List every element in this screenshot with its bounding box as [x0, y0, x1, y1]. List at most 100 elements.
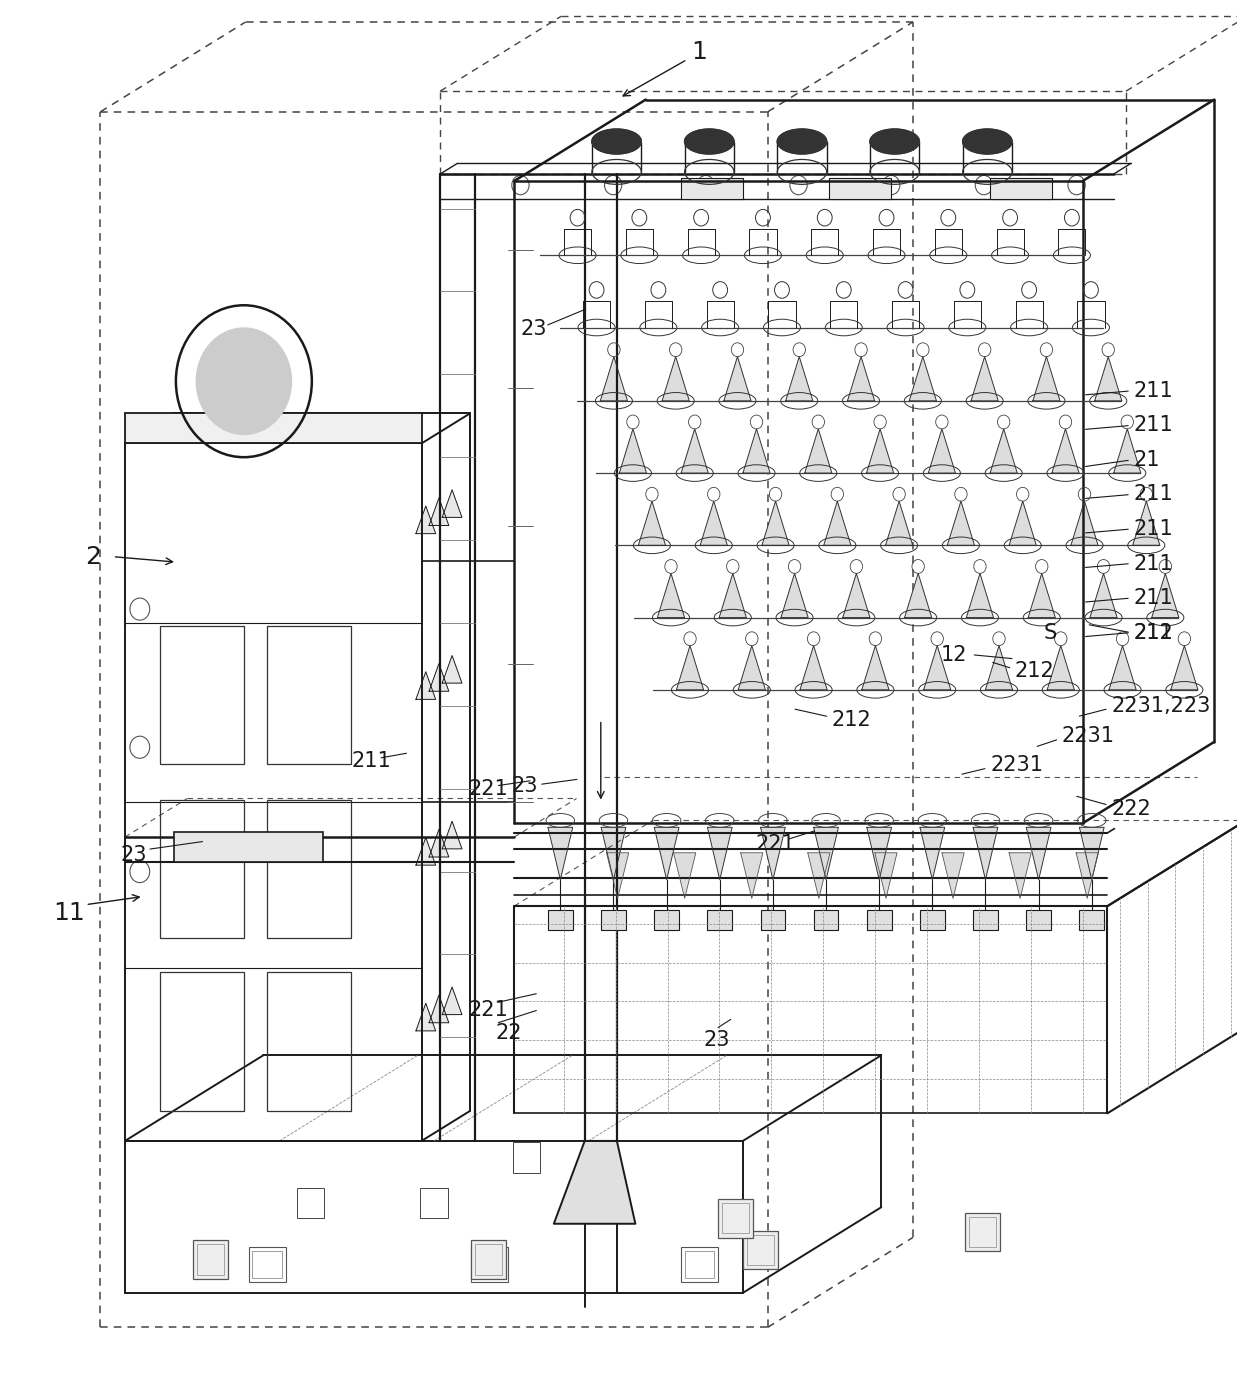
- Polygon shape: [601, 828, 626, 880]
- Text: 221: 221: [469, 999, 508, 1020]
- Text: 211: 211: [1133, 588, 1173, 608]
- Text: 212: 212: [832, 710, 872, 729]
- Polygon shape: [429, 664, 449, 691]
- Bar: [1027, 911, 1052, 930]
- Bar: [197, 1244, 224, 1275]
- Polygon shape: [800, 645, 827, 689]
- Bar: [970, 1217, 996, 1247]
- Polygon shape: [847, 357, 874, 401]
- Polygon shape: [443, 656, 463, 684]
- Polygon shape: [681, 429, 708, 473]
- Polygon shape: [807, 853, 830, 898]
- Bar: [267, 973, 351, 1110]
- Bar: [601, 911, 626, 930]
- Circle shape: [196, 328, 291, 435]
- Bar: [813, 911, 838, 930]
- Polygon shape: [743, 429, 770, 473]
- Polygon shape: [740, 853, 763, 898]
- Polygon shape: [657, 573, 684, 617]
- Bar: [252, 1251, 281, 1277]
- Text: 23: 23: [120, 846, 146, 865]
- Ellipse shape: [591, 129, 641, 154]
- Bar: [718, 1199, 753, 1237]
- Polygon shape: [429, 829, 449, 857]
- Bar: [160, 973, 243, 1110]
- Text: 11: 11: [53, 901, 86, 925]
- Polygon shape: [947, 501, 975, 545]
- Polygon shape: [655, 828, 680, 880]
- Polygon shape: [924, 645, 951, 689]
- Text: 23: 23: [521, 318, 547, 339]
- Bar: [743, 1230, 777, 1269]
- Polygon shape: [415, 837, 435, 865]
- Polygon shape: [862, 645, 889, 689]
- Bar: [966, 1212, 999, 1251]
- Polygon shape: [760, 828, 785, 880]
- Polygon shape: [639, 501, 666, 545]
- Polygon shape: [885, 501, 913, 545]
- Polygon shape: [1114, 429, 1141, 473]
- Polygon shape: [786, 357, 813, 401]
- Text: 21: 21: [1133, 450, 1159, 471]
- Polygon shape: [971, 357, 998, 401]
- Text: 211: 211: [1133, 623, 1173, 642]
- Text: 22: 22: [496, 1023, 522, 1044]
- Polygon shape: [415, 507, 435, 534]
- Polygon shape: [920, 828, 945, 880]
- Polygon shape: [600, 357, 627, 401]
- Bar: [707, 911, 732, 930]
- Polygon shape: [707, 828, 732, 880]
- Polygon shape: [867, 828, 892, 880]
- Polygon shape: [929, 429, 956, 473]
- Bar: [125, 412, 422, 443]
- Text: 23: 23: [512, 776, 538, 796]
- Text: 2231,223: 2231,223: [1111, 696, 1210, 716]
- Polygon shape: [909, 357, 936, 401]
- Polygon shape: [1009, 853, 1032, 898]
- Text: 212: 212: [1014, 662, 1054, 681]
- Bar: [920, 911, 945, 930]
- Polygon shape: [1009, 501, 1037, 545]
- Polygon shape: [662, 357, 689, 401]
- Bar: [193, 1240, 228, 1279]
- Polygon shape: [942, 853, 965, 898]
- Polygon shape: [781, 573, 808, 617]
- Bar: [160, 626, 243, 764]
- Polygon shape: [415, 1003, 435, 1031]
- Bar: [655, 911, 680, 930]
- Polygon shape: [619, 429, 646, 473]
- Text: 222: 222: [1111, 800, 1151, 819]
- Polygon shape: [843, 573, 870, 617]
- Text: 211: 211: [1133, 554, 1173, 573]
- Polygon shape: [823, 501, 851, 545]
- Text: 212: 212: [1133, 623, 1173, 642]
- Bar: [1079, 911, 1104, 930]
- Bar: [471, 1240, 506, 1279]
- Polygon shape: [1171, 645, 1198, 689]
- Polygon shape: [1028, 573, 1055, 617]
- Polygon shape: [1095, 357, 1122, 401]
- Polygon shape: [677, 645, 703, 689]
- Polygon shape: [1109, 645, 1136, 689]
- Polygon shape: [554, 1140, 635, 1223]
- Text: 12: 12: [941, 645, 967, 664]
- Polygon shape: [1090, 573, 1117, 617]
- Text: 211: 211: [1133, 415, 1173, 436]
- Text: 211: 211: [1133, 484, 1173, 505]
- Text: 2: 2: [86, 545, 102, 569]
- Bar: [867, 911, 892, 930]
- Polygon shape: [443, 987, 463, 1014]
- Polygon shape: [867, 429, 894, 473]
- Bar: [267, 800, 351, 938]
- Polygon shape: [813, 828, 838, 880]
- Bar: [722, 1203, 749, 1233]
- Polygon shape: [986, 645, 1013, 689]
- Bar: [248, 1247, 285, 1282]
- Polygon shape: [1152, 573, 1179, 617]
- Polygon shape: [990, 429, 1017, 473]
- Polygon shape: [761, 501, 789, 545]
- Bar: [296, 1187, 324, 1218]
- Text: 211: 211: [1133, 381, 1173, 401]
- Bar: [160, 800, 243, 938]
- Bar: [267, 626, 351, 764]
